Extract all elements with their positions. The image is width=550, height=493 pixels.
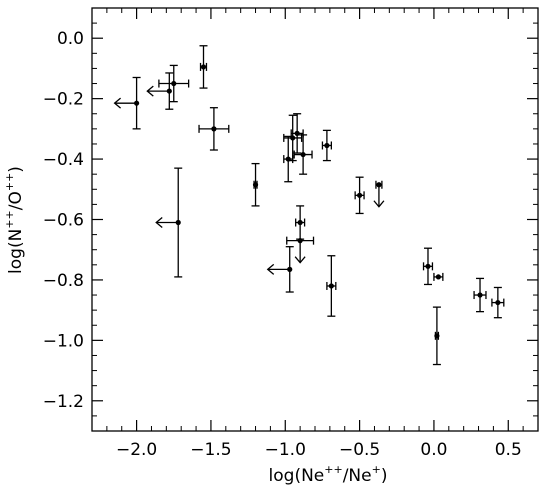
data-marker [434,333,440,339]
upper-limit-arrowhead [373,200,385,208]
data-marker [252,182,259,188]
data-marker [324,142,330,149]
data-marker [376,182,382,188]
data-marker [495,299,501,306]
data-marker [297,238,303,244]
data-point [251,162,260,207]
data-marker [477,292,483,298]
upper-limit-arrowhead [294,256,306,264]
data-point [422,247,434,286]
data-point [326,255,337,317]
data-marker [294,130,300,136]
y-tick-label: −0.4 [43,150,84,170]
data-point [146,72,174,110]
data-marker [435,274,441,280]
y-tick-label: −0.2 [43,90,84,110]
data-marker [211,126,217,132]
data-point [491,286,505,319]
data-marker [166,88,172,94]
data-point [198,107,230,151]
x-tick-label: −1.5 [190,440,231,460]
x-axis-label: log(Ne++/Ne+) [269,463,388,486]
upper-limit-arrowhead [113,97,122,109]
y-tick-label: −1.2 [43,392,84,412]
x-tick-label: 0.5 [495,440,522,460]
data-marker [200,64,207,70]
data-point [473,277,487,313]
data-marker [175,219,181,226]
x-tick-label: −2.0 [116,440,157,460]
upper-limit-arrowhead [146,85,154,97]
data-marker [171,80,177,87]
data-point [283,114,303,162]
data-point [295,205,306,240]
axis-ticks [91,7,539,432]
data-point [266,246,294,293]
data-point [293,134,313,175]
data-marker [328,283,334,289]
data-point [283,135,294,183]
y-tick-label: −0.8 [43,271,84,291]
data-marker [297,219,303,226]
y-tick-label: −1.0 [43,331,84,351]
data-point [321,129,333,162]
data-point [158,64,190,103]
x-tick-label: 0.0 [420,440,447,460]
tick-labels: −2.0 −1.5 −1.0 −0.5 0.0 0.5 0.0 −0.2 −0.4 −0.6 −0.… [43,29,522,460]
data-marker [300,151,306,158]
x-tick-label: −1.0 [265,440,306,460]
data-points [113,45,505,366]
y-tick-label: 0.0 [57,29,84,49]
data-point [433,272,444,281]
data-marker [134,100,140,106]
y-axis-label: log(N++/O++) [3,166,26,274]
data-marker [425,263,431,269]
data-point [354,176,365,215]
y-tick-label: −0.6 [43,211,84,231]
upper-limit-arrowhead [155,217,163,229]
data-point [432,306,441,366]
data-point [373,180,385,208]
data-point [155,167,183,278]
data-marker [357,192,363,198]
x-tick-label: −0.5 [339,440,380,460]
data-point [199,45,208,89]
data-point [113,76,141,130]
upper-limit-arrowhead [266,263,275,275]
data-point [286,236,315,264]
data-marker [287,266,293,272]
